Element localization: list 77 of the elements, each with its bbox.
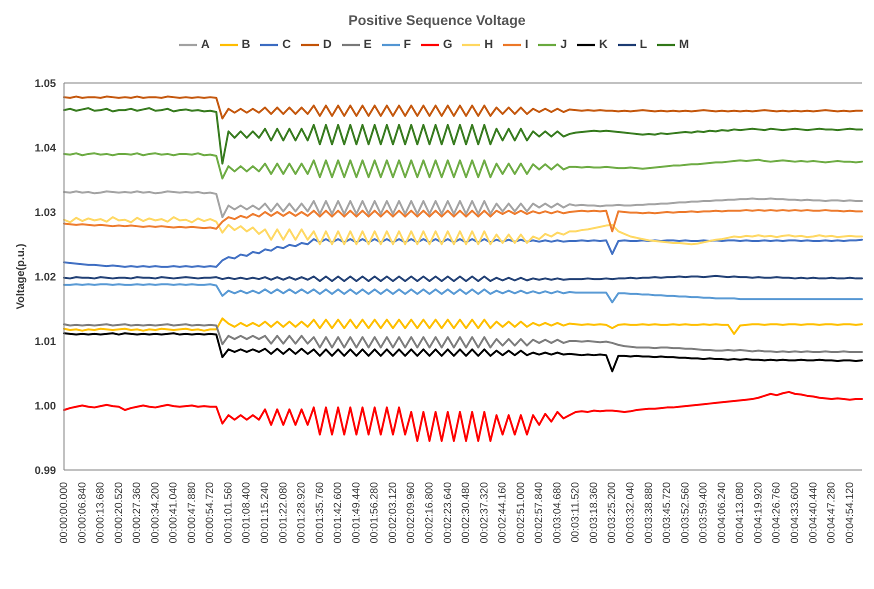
- x-tick-label: 00:04:40.440: [807, 482, 820, 544]
- y-tick-label: 1.02: [34, 271, 56, 284]
- legend-label: F: [404, 37, 411, 52]
- x-tick-label: 00:03:38.880: [642, 482, 655, 544]
- legend-label: L: [640, 37, 648, 52]
- line-series: [63, 96, 863, 120]
- x-tick-label: 00:00:20.520: [112, 482, 125, 544]
- x-tick-label: 00:02:16.800: [423, 482, 436, 544]
- x-tick-label: 00:02:37.320: [478, 482, 490, 544]
- legend-label: M: [679, 37, 690, 52]
- x-tick-label: 00:04:54.120: [844, 482, 856, 544]
- line-series: [63, 283, 863, 304]
- legend-label: D: [322, 37, 332, 52]
- legend-label: A: [200, 37, 210, 52]
- legend-label: C: [282, 37, 291, 52]
- line-series: [63, 238, 863, 268]
- legend-label: H: [484, 37, 493, 52]
- x-tick-label: 00:04:26.760: [770, 482, 783, 544]
- x-tick-label: 00:03:59.400: [698, 482, 710, 544]
- line-series: [63, 209, 863, 232]
- x-tick-label: 00:03:25.200: [606, 482, 618, 544]
- x-tick-label: 00:02:23.640: [442, 482, 454, 544]
- x-tick-label: 00:04:13.080: [734, 482, 746, 544]
- x-tick-label: 00:03:04.680: [551, 482, 564, 544]
- x-tick-label: 00:01:35.760: [314, 482, 326, 544]
- x-tick-label: 00:02:03.120: [386, 482, 399, 544]
- chart-title: Positive Sequence Voltage: [347, 11, 527, 30]
- legend-label: B: [242, 37, 250, 52]
- y-tick-label: 1.03: [34, 206, 56, 219]
- x-tick-label: 00:00:00.000: [58, 482, 70, 544]
- x-tick-label: 00:00:41.040: [168, 482, 180, 544]
- y-axis-title: Voltage(p.u.): [14, 243, 27, 310]
- x-tick-label: 00:01:22.080: [277, 482, 290, 544]
- legend-label: G: [442, 37, 452, 52]
- y-tick-label: 1.05: [34, 78, 56, 90]
- x-tick-label: 00:01:56.280: [368, 482, 381, 544]
- line-series: [63, 317, 863, 335]
- x-tick-label: 00:02:44.160: [496, 482, 509, 544]
- x-tick-label: 00:01:01.560: [222, 482, 234, 544]
- x-tick-label: 00:03:32.040: [624, 482, 637, 544]
- x-tick-label: 00:03:52.560: [679, 482, 692, 544]
- x-tick-label: 00:04:47.280: [826, 482, 838, 544]
- x-tick-label: 00:01:08.400: [240, 482, 253, 544]
- line-series: [63, 190, 863, 218]
- y-tick-label: 1.00: [34, 400, 56, 412]
- x-tick-label: 00:00:34.200: [149, 482, 162, 544]
- x-tick-label: 00:04:33.600: [788, 482, 801, 544]
- x-tick-label: 00:00:47.880: [186, 482, 198, 544]
- legend-label: J: [560, 37, 568, 52]
- x-tick-label: 00:00:54.720: [204, 482, 216, 544]
- x-tick-label: 00:01:42.600: [332, 482, 344, 544]
- x-tick-label: 00:03:11.520: [570, 482, 582, 543]
- x-tick-label: 00:04:19.920: [752, 482, 764, 544]
- x-tick-label: 00:01:49.440: [350, 482, 362, 544]
- line-series: [63, 332, 863, 372]
- x-tick-label: 00:00:13.680: [94, 482, 107, 544]
- y-tick-label: 0.99: [34, 464, 56, 477]
- x-tick-label: 00:02:30.480: [460, 482, 472, 544]
- line-series: [63, 107, 863, 165]
- x-tick-label: 00:00:27.360: [131, 482, 144, 544]
- x-tick-label: 00:04:06.240: [716, 482, 728, 544]
- legend-label: K: [599, 37, 608, 52]
- legend-label: I: [525, 37, 528, 52]
- line-series: [63, 216, 863, 246]
- x-tick-label: 00:01:15.240: [259, 482, 272, 544]
- x-tick-label: 00:03:18.360: [588, 482, 600, 544]
- x-tick-label: 00:02:57.840: [533, 482, 546, 544]
- y-tick-label: 1.01: [34, 336, 56, 348]
- x-tick-label: 00:02:09.960: [405, 482, 418, 544]
- line-series: [63, 152, 863, 180]
- legend-label: E: [364, 37, 372, 52]
- x-tick-label: 00:03:45.720: [661, 482, 674, 544]
- x-tick-label: 00:02:51.000: [514, 482, 527, 544]
- y-tick-label: 1.04: [34, 142, 57, 154]
- x-tick-label: 00:00:06.840: [76, 482, 88, 544]
- line-series: [63, 390, 863, 442]
- x-tick-label: 00:01:28.920: [296, 482, 308, 544]
